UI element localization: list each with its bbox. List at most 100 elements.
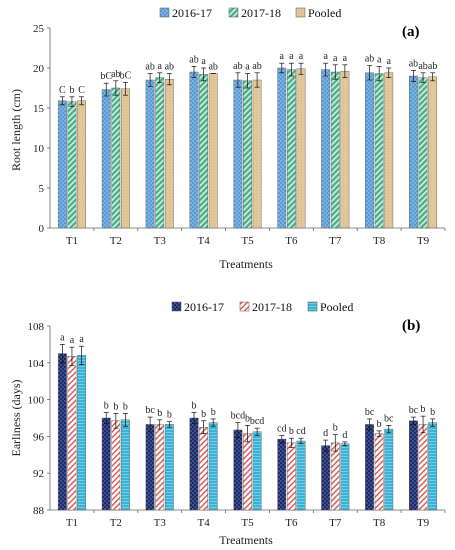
x-tick-label: T6: [285, 517, 298, 529]
significance-label: ab: [252, 61, 261, 72]
bar: [418, 77, 428, 229]
significance-label: ab: [365, 54, 374, 65]
significance-label: bc: [409, 405, 419, 416]
bar: [145, 424, 155, 511]
y-tick-label: 88: [33, 505, 45, 517]
bar: [101, 89, 111, 229]
significance-label: ab: [409, 58, 418, 69]
bar: [155, 77, 165, 229]
significance-label: b: [333, 423, 338, 434]
significance-label: cd: [277, 423, 286, 434]
x-tick-label: T1: [66, 235, 78, 247]
bar: [101, 417, 111, 511]
panel-a: 2016-17 2017-18 Pooled (a) Root length (…: [9, 6, 446, 271]
bar: [286, 69, 296, 229]
significance-label: ab: [111, 69, 120, 80]
bar: [67, 101, 77, 229]
significance-label: b: [123, 401, 128, 412]
bar: [208, 422, 218, 511]
significance-label: a: [79, 334, 84, 345]
x-tick-label: T1: [66, 517, 78, 529]
x-tick-label: T3: [154, 235, 167, 247]
significance-label: ab: [208, 62, 217, 73]
significance-label: a: [201, 56, 206, 67]
bar: [277, 438, 287, 511]
bar: [428, 76, 438, 229]
bar: [365, 424, 374, 511]
significance-label: bc: [384, 413, 394, 424]
bar: [208, 73, 218, 229]
legend-swatch: [228, 7, 239, 18]
legend-label: 2016-17: [172, 6, 212, 20]
significance-label: b: [157, 408, 162, 419]
significance-label: a: [289, 51, 294, 62]
legend-swatch: [171, 301, 182, 312]
legend-swatch: [239, 301, 250, 312]
bar: [164, 424, 174, 511]
bar: [233, 79, 243, 229]
significance-label: C: [59, 85, 66, 96]
bar: [145, 79, 155, 229]
significance-label: b: [69, 85, 74, 96]
y-tick-label: 96: [33, 431, 45, 443]
significance-label: a: [70, 335, 75, 346]
x-tick-label: T5: [241, 517, 254, 529]
bar: [296, 440, 306, 511]
x-axis-label-a: Treatments: [219, 257, 273, 271]
x-tick-label: T2: [110, 235, 122, 247]
significance-label: ab: [233, 61, 242, 72]
significance-label: d: [323, 428, 328, 439]
bar: [286, 442, 296, 511]
y-axis-label-b: Earliness (days): [9, 380, 23, 457]
legend-swatch: [307, 301, 318, 312]
bar: [340, 70, 350, 229]
y-tick-label: 10: [33, 143, 45, 155]
bar: [189, 417, 199, 511]
bar: [111, 420, 121, 511]
x-tick-label: T7: [329, 235, 342, 247]
legend-label: 2017-18: [252, 300, 292, 314]
legend-swatch: [295, 7, 306, 18]
significance-label: b: [430, 407, 435, 418]
legend-a: 2016-17 2017-18 Pooled: [159, 6, 341, 20]
significance-label: d: [342, 430, 347, 441]
bar: [121, 419, 130, 511]
bar: [77, 100, 86, 229]
y-tick-label: 15: [33, 103, 45, 115]
bar: [428, 422, 438, 511]
y-tick-label: 104: [28, 358, 45, 370]
legend-label: Pooled: [320, 300, 353, 314]
x-tick-label: T2: [110, 517, 122, 529]
bar: [418, 424, 428, 511]
bar: [252, 431, 262, 511]
significance-label: ab: [165, 62, 174, 73]
significance-label: b: [167, 410, 172, 421]
y-axis-label-a: Root length (cm): [9, 89, 23, 171]
significance-label: C: [78, 85, 85, 96]
significance-label: b: [201, 409, 206, 420]
bar: [77, 355, 86, 511]
y-tick-label: 5: [39, 183, 45, 195]
significance-label: a: [60, 332, 65, 343]
x-tick-label: T9: [417, 517, 430, 529]
significance-label: a: [377, 54, 382, 65]
bar: [277, 67, 287, 229]
significance-label: a: [157, 61, 162, 72]
significance-label: b: [211, 407, 216, 418]
significance-label: ab: [428, 61, 437, 72]
significance-label: b: [421, 404, 426, 415]
legend-label: 2017-18: [241, 6, 281, 20]
significance-label: b: [104, 400, 109, 411]
bar: [189, 71, 199, 229]
significance-label: b: [245, 413, 250, 424]
bar: [67, 356, 77, 511]
significance-label: cd: [296, 426, 305, 437]
bar: [330, 442, 340, 511]
bar: [233, 429, 243, 511]
bar: [330, 71, 340, 229]
bar: [365, 72, 374, 229]
x-tick-label: T4: [197, 517, 210, 529]
